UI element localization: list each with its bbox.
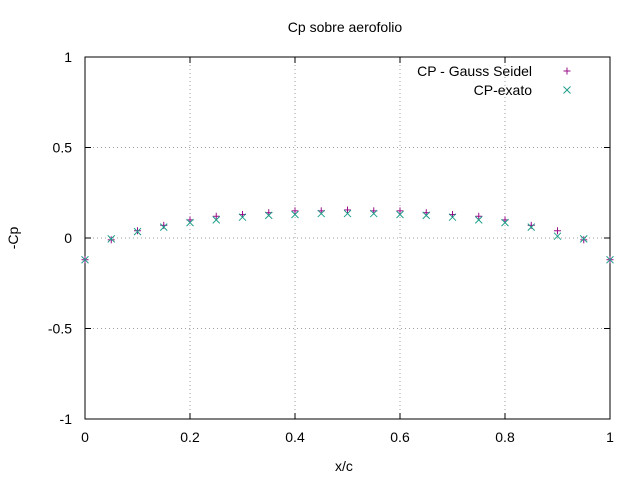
gauss-seidel-point [291,207,299,215]
marker-stroke [133,227,142,236]
marker-stroke [369,209,378,218]
exato-point [186,218,194,227]
marker-stroke [81,255,89,264]
marker-stroke [606,255,614,264]
marker-stroke [527,223,536,231]
gauss-seidel-point [396,207,404,215]
exato-point [422,211,431,220]
marker-stroke [317,209,326,218]
legend-label-gauss-seidel: CP - Gauss Seidel [417,63,532,79]
exato-point [107,235,116,243]
gauss-seidel-point [554,227,561,235]
y-tick-label: 1 [64,49,72,65]
legend: CP - Gauss Seidel CP-exato [417,63,571,98]
marker-stroke [474,216,483,224]
marker-stroke [396,210,404,219]
exato-point [133,227,142,236]
legend-marker-exato [563,86,571,94]
marker-stroke [501,218,509,227]
y-tick-label: -1 [60,411,73,427]
exato-point [553,232,562,241]
y-tick-label: -0.5 [48,321,72,337]
marker-stroke [107,235,116,243]
marker-stroke [264,211,273,220]
exato-point [317,209,326,218]
x-tick-label: 0.2 [180,429,200,445]
legend-marker-symbol [563,86,571,94]
legend-label-exato: CP-exato [474,82,533,98]
x-tick-label: 0.4 [285,429,305,445]
grid [85,57,610,419]
legend-marker-gauss-seidel [563,67,571,75]
marker-stroke [343,209,352,218]
exato-point [238,213,247,222]
marker-stroke [238,213,247,222]
marker-stroke [212,216,221,224]
x-tick-label: 0 [81,429,89,445]
exato-point [81,255,89,264]
gauss-seidel-point [344,206,351,214]
marker-stroke [422,211,431,220]
marker-stroke [563,86,571,94]
x-tick-label: 0.8 [495,429,515,445]
data-points [81,206,614,264]
y-tick-labels: -1 -0.5 0 0.5 1 [48,49,72,427]
y-tick-label: 0.5 [53,140,73,156]
exato-point [474,216,483,224]
exato-point [448,213,457,222]
marker-stroke [579,235,588,243]
exato-point [501,218,509,227]
gauss-seidel-point [107,236,115,244]
x-axis-label: x/c [335,458,353,474]
chart-title: Cp sobre aerofolio [288,19,403,35]
marker-stroke [553,232,562,241]
exato-point [159,223,168,231]
exato-point [396,210,404,219]
exato-point [212,216,221,224]
marker-stroke [448,213,457,222]
y-tick-label: 0 [64,230,72,246]
gauss-seidel-point [134,227,141,235]
exato-point [527,223,536,231]
exato-point [369,209,378,218]
y-axis-label: -Cp [5,227,21,250]
marker-stroke [291,210,299,219]
exato-point [343,209,352,218]
plot-frame [84,56,611,420]
exato-point [291,210,299,219]
marker-stroke [186,218,194,227]
exato-point [264,211,273,220]
gauss-seidel-point [580,236,588,244]
gauss-seidel-point [212,212,220,220]
exato-point [606,255,614,264]
legend-marker-symbol [563,67,571,75]
x-tick-labels: 0 0.2 0.4 0.6 0.8 1 [81,429,614,445]
marker-stroke [159,223,168,231]
axis-ticks [84,56,611,420]
x-tick-label: 1 [606,429,614,445]
gauss-seidel-point [475,212,483,220]
x-tick-label: 0.6 [390,429,410,445]
exato-point [579,235,588,243]
